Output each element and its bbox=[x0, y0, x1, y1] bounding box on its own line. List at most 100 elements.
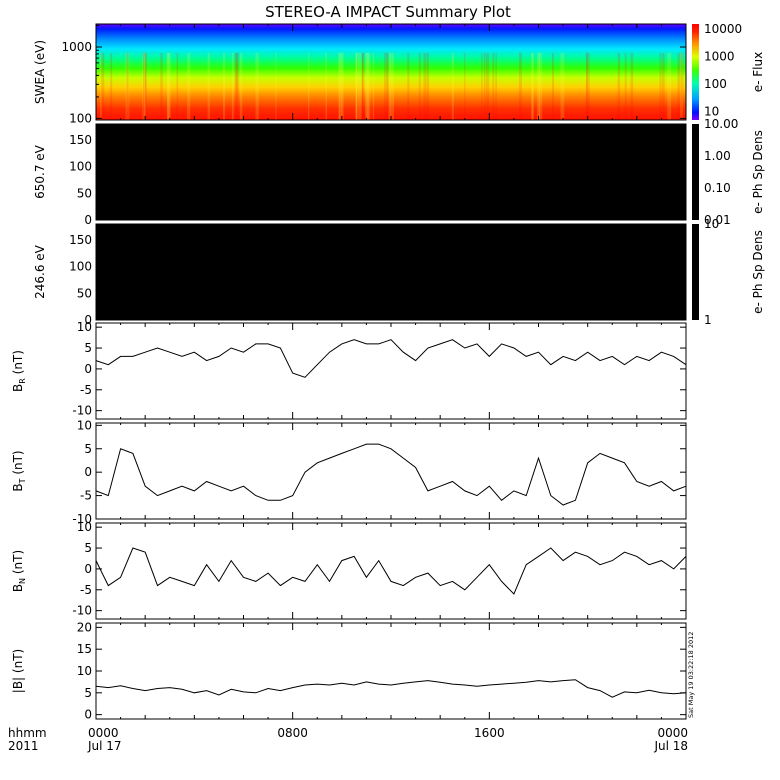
y-tick-label: -5 bbox=[80, 583, 92, 597]
spectrogram-streak bbox=[464, 52, 466, 120]
spectrogram-streak bbox=[624, 52, 627, 120]
y-tick-label: 5 bbox=[84, 442, 92, 456]
series-line bbox=[95, 679, 687, 698]
spectrogram-streak bbox=[142, 52, 146, 120]
colorbar bbox=[692, 24, 699, 120]
time-tick-label: 1600 bbox=[474, 726, 505, 740]
colorbar-tick-label: 0.10 bbox=[704, 181, 731, 195]
spectrogram-streak bbox=[485, 52, 490, 120]
y-axis-label: |B| (nT) bbox=[11, 649, 25, 693]
spectrogram-streak bbox=[423, 52, 427, 120]
time-tick-label: 0800 bbox=[277, 726, 308, 740]
spectrogram-streak bbox=[492, 52, 495, 120]
colorbar-tick-label: 10.00 bbox=[704, 117, 738, 131]
spectrogram-streak bbox=[372, 52, 375, 120]
y-tick-label: -5 bbox=[80, 489, 92, 503]
spectrogram-streak bbox=[325, 52, 328, 120]
spectrogram-streak bbox=[662, 52, 665, 120]
colorbar-tick-label: 10000 bbox=[704, 22, 742, 36]
spectrogram-streak bbox=[530, 52, 533, 120]
spectrogram-streak bbox=[160, 52, 163, 120]
spectrogram-streak bbox=[390, 52, 395, 120]
y-tick-label: 150 bbox=[69, 133, 92, 147]
colorbar-tick-label: 1.00 bbox=[704, 149, 731, 163]
y-tick-label: 5 bbox=[84, 686, 92, 700]
y-tick-label: -10 bbox=[72, 604, 92, 618]
spectrogram-streak bbox=[187, 52, 191, 120]
panel-frame bbox=[95, 422, 687, 520]
spectrogram-streak bbox=[167, 52, 170, 120]
spectrogram-streak bbox=[100, 52, 103, 120]
panel-frame bbox=[95, 622, 687, 720]
generation-stamp: Sat May 19 03:22:18 2012 bbox=[687, 632, 695, 718]
spectrogram-streak bbox=[538, 52, 543, 120]
spectrogram-streak bbox=[531, 52, 534, 120]
spectrogram-streak bbox=[275, 52, 277, 120]
y-tick-label: 1000 bbox=[61, 40, 92, 54]
spectrogram-streak bbox=[560, 52, 565, 120]
spectrogram-streak bbox=[357, 52, 362, 120]
y-tick-label: 15 bbox=[77, 642, 92, 656]
spectrogram-streak bbox=[235, 52, 239, 120]
spectrogram-streak bbox=[451, 52, 454, 120]
spectrogram-streak bbox=[617, 52, 621, 120]
colorbar-label: e- Ph Sp Dens bbox=[751, 230, 765, 314]
panel-6: BN (nT) -10 -5 0 5 10 bbox=[11, 520, 687, 620]
y-tick-label: 5 bbox=[84, 341, 92, 355]
spectrogram-streak bbox=[384, 52, 386, 120]
y-tick-label: 150 bbox=[69, 233, 92, 247]
spectrogram-streak bbox=[176, 52, 179, 120]
y-tick-label: -10 bbox=[72, 512, 92, 526]
spectrogram-streak bbox=[341, 52, 344, 120]
series-line bbox=[95, 339, 687, 378]
y-tick-label: 10 bbox=[77, 664, 92, 678]
spectrogram-streak bbox=[234, 52, 238, 120]
spectrogram-streak bbox=[418, 52, 421, 120]
colorbar-label: e- Flux bbox=[751, 52, 765, 92]
spectrogram-streak bbox=[222, 52, 226, 120]
panel-1: 10 100 1000 10000 e- Flux SWEA (eV) 100 1000 bbox=[33, 22, 765, 126]
series-line bbox=[95, 547, 687, 595]
y-axis-label: SWEA (eV) bbox=[33, 40, 47, 104]
spectrogram-streak bbox=[365, 52, 369, 120]
y-axis-label: 650.7 eV bbox=[33, 144, 47, 199]
spectrogram-streak bbox=[166, 52, 171, 120]
spectrogram-streak bbox=[308, 52, 310, 120]
y-tick-label: 0 bbox=[84, 313, 92, 327]
y-axis-label: 246.6 eV bbox=[33, 244, 47, 299]
y-tick-label: 20 bbox=[77, 620, 92, 634]
spectrogram-streak bbox=[483, 52, 486, 120]
spectrogram-streak bbox=[407, 52, 410, 120]
heatmap-fill bbox=[96, 124, 686, 220]
spectrogram-streak bbox=[126, 52, 129, 120]
time-tick-label: 0000 bbox=[657, 726, 688, 740]
y-tick-label: 100 bbox=[69, 111, 92, 125]
y-tick-label: 100 bbox=[69, 260, 92, 274]
spectrogram-streak bbox=[630, 52, 634, 120]
y-tick-label: 0 bbox=[84, 213, 92, 227]
y-tick-label: 10 bbox=[77, 520, 92, 534]
y-tick-label: 10 bbox=[77, 418, 92, 432]
spectrogram-streak bbox=[586, 52, 588, 120]
panel-5: BT (nT) -10 -5 0 5 10 bbox=[11, 418, 687, 526]
colorbar-tick-label: 10 bbox=[704, 217, 719, 231]
spectrogram-streak bbox=[239, 52, 243, 120]
heatmap-fill bbox=[96, 224, 686, 320]
spectrogram-streak bbox=[361, 52, 365, 120]
spectrogram-streak bbox=[361, 52, 363, 120]
y-tick-label: 50 bbox=[77, 286, 92, 300]
panel-frame bbox=[95, 522, 687, 620]
spectrogram-streak bbox=[680, 52, 683, 120]
spectrogram-streak bbox=[519, 52, 522, 120]
year-label: 2011 bbox=[8, 739, 39, 753]
colorbar-tick-label: 100 bbox=[704, 77, 727, 91]
swea-spectrogram bbox=[96, 24, 686, 120]
colorbar bbox=[692, 224, 699, 320]
spectrogram-streak bbox=[536, 52, 540, 120]
spectrogram-streak bbox=[142, 52, 147, 120]
y-tick-label: -5 bbox=[80, 383, 92, 397]
y-tick-label: 5 bbox=[84, 541, 92, 555]
colorbar-label: e- Ph Sp Dens bbox=[751, 130, 765, 214]
